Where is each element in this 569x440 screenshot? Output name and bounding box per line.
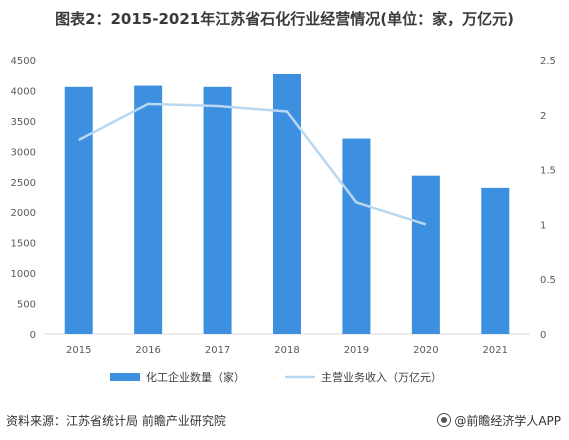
bar-2021 xyxy=(481,187,510,334)
right-axis: 0 0.5 1 1.5 2 2.5 xyxy=(540,56,556,341)
legend: 化工企业数量（家） 主营业务收入（万亿元） xyxy=(110,370,442,384)
legend-swatch-bar xyxy=(110,373,140,381)
legend-label-line: 主营业务收入（万亿元） xyxy=(321,370,442,384)
x-tick-label: 2020 xyxy=(413,345,438,356)
left-axis: 0 500 1000 1500 2000 2500 3000 3500 4000 4500 xyxy=(11,56,36,341)
chart-svg: 0 500 1000 1500 2000 2500 3000 3500 4000 4500 0 0.… xyxy=(11,56,556,384)
y-left-tick-label: 0 xyxy=(30,330,36,341)
x-tick-label: 2016 xyxy=(135,345,160,356)
y-right-tick-label: 1 xyxy=(540,220,546,231)
bar-2016 xyxy=(134,85,163,334)
y-left-tick-label: 500 xyxy=(17,300,36,311)
source-note: 资料来源：江苏省统计局 前瞻产业研究院 xyxy=(6,414,226,428)
legend-label-bar: 化工企业数量（家） xyxy=(146,370,245,384)
brand-label: @前瞻经济学人APP xyxy=(437,412,561,429)
y-right-tick-label: 2 xyxy=(540,111,546,122)
bar-2017 xyxy=(203,86,232,335)
bar-2019 xyxy=(342,138,371,334)
x-axis: 2015 2016 2017 2018 2019 2020 2021 xyxy=(66,345,508,356)
y-left-tick-label: 3000 xyxy=(11,147,36,158)
x-tick-label: 2015 xyxy=(66,345,91,356)
line-revenue xyxy=(78,102,427,226)
bar-2015 xyxy=(64,86,93,335)
x-tick-label: 2018 xyxy=(274,345,299,356)
y-right-tick-label: 0 xyxy=(540,330,546,341)
y-right-tick-label: 1.5 xyxy=(540,166,556,177)
y-left-tick-label: 2500 xyxy=(11,178,36,189)
y-left-tick-label: 2000 xyxy=(11,208,36,219)
chart-title: 图表2：2015-2021年江苏省石化行业经营情况(单位：家，万亿元) xyxy=(55,10,514,28)
bar-series xyxy=(64,74,510,335)
y-left-tick-label: 1000 xyxy=(11,269,36,280)
bar-2018 xyxy=(273,74,301,334)
y-left-tick-label: 1500 xyxy=(11,239,36,250)
y-right-tick-label: 2.5 xyxy=(540,56,556,67)
x-tick-label: 2021 xyxy=(483,345,508,356)
brand-text: @前瞻经济学人APP xyxy=(454,414,561,428)
x-tick-label: 2019 xyxy=(344,345,369,356)
x-tick-label: 2017 xyxy=(205,345,230,356)
y-right-tick-label: 0.5 xyxy=(540,275,556,286)
y-left-tick-label: 4500 xyxy=(11,56,36,67)
line-series xyxy=(78,102,427,226)
y-left-tick-label: 4000 xyxy=(11,86,36,97)
bar-2020 xyxy=(411,175,440,334)
brand-logo-icon xyxy=(437,413,452,427)
y-left-tick-label: 3500 xyxy=(11,117,36,128)
